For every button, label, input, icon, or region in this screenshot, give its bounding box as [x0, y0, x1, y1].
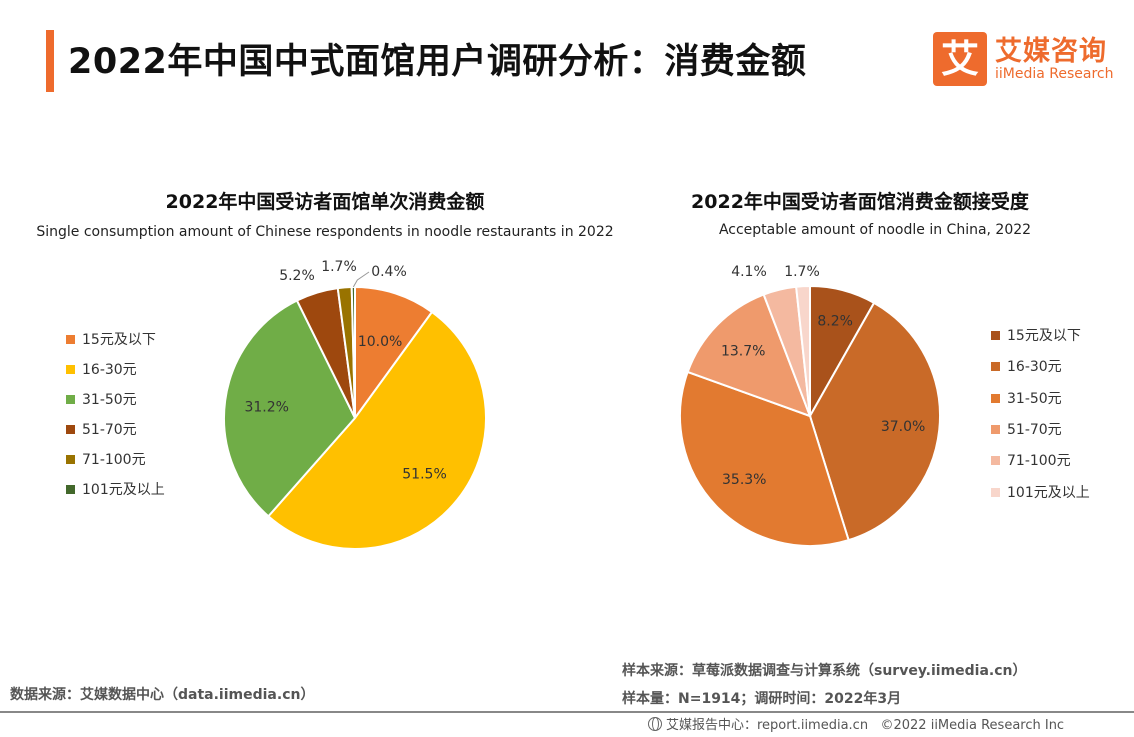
chart2-legend-label-3: 51-70元	[1007, 421, 1062, 438]
chart1-legend-swatch-5	[66, 485, 75, 494]
chart1-legend-label-3: 51-70元	[82, 422, 137, 438]
chart1-legend-label-2: 31-50元	[82, 392, 137, 408]
title-accent-bar	[46, 30, 54, 92]
chart1-data-label-5: 0.4%	[371, 264, 407, 280]
globe-icon	[648, 717, 662, 731]
chart1-slice-0	[354, 285, 434, 422]
chart2-legend-swatch-3	[991, 424, 1000, 434]
chart2-legend-swatch-4	[991, 456, 1000, 466]
footer-divider	[0, 711, 1134, 713]
chart2-legend-label-2: 31-50元	[1007, 390, 1062, 407]
chart1-legend-swatch-2	[66, 395, 75, 404]
chart2-legend-swatch-0	[991, 331, 1000, 340]
chart1-data-label-4: 1.7%	[321, 259, 357, 275]
chart1-subtitle: Single consumption amount of Chinese res…	[36, 224, 614, 240]
chart2-legend-swatch-2	[991, 393, 1000, 403]
copyright: ©2022 iiMedia Research Inc	[880, 718, 1065, 733]
sample-source: 样本来源：草莓派数据调查与计算系统（survey.iimedia.cn）	[622, 663, 1027, 679]
chart2-slice-3	[686, 293, 812, 418]
report-center[interactable]: 艾媒报告中心：report.iimedia.cn	[666, 718, 869, 733]
chart1-data-label-1: 51.5%	[402, 467, 446, 483]
chart2-data-label-0: 8.2%	[817, 313, 853, 329]
chart1-legend-swatch-1	[66, 365, 75, 374]
chart1-legend-swatch-4	[66, 455, 75, 464]
chart2-legend-label-4: 71-100元	[1007, 453, 1071, 470]
chart2-slice-1	[808, 301, 941, 542]
footer-bottom: 艾媒报告中心：report.iimedia.cn ©2022 iiMedia R…	[648, 714, 1064, 733]
chart1-slice-1	[266, 310, 487, 550]
chart2-subtitle: Acceptable amount of noodle in China, 20…	[718, 222, 1032, 238]
chart2-data-label-1: 37.0%	[881, 419, 925, 435]
logo-chinese-name: 艾媒咨询	[995, 36, 1107, 67]
page-title: 2022年中国中式面馆用户调研分析：消费金额	[68, 42, 807, 82]
chart2-legend-swatch-5	[991, 487, 1000, 497]
chart2-data-label-5: 1.7%	[784, 264, 820, 280]
chart1-legend-swatch-0	[66, 335, 75, 344]
chart2-legend-swatch-1	[991, 362, 1000, 372]
chart1-legend-label-4: 71-100元	[82, 452, 146, 468]
chart2-data-label-4: 4.1%	[731, 264, 767, 280]
sample-size: 样本量：N=1914；调研时间：2022年3月	[622, 691, 902, 707]
chart2-legend-label-0: 15元及以下	[1007, 328, 1081, 344]
data-source: 数据来源：艾媒数据中心（data.iimedia.cn）	[10, 687, 315, 703]
chart2-data-label-3: 13.7%	[721, 343, 765, 359]
chart1-data-label-0: 10.0%	[358, 334, 402, 350]
chart1-data-label-3: 5.2%	[279, 268, 315, 284]
iimedia-logo: 艾 艾媒咨询 iiMedia Research	[933, 32, 1123, 88]
chart2-data-label-2: 35.3%	[722, 472, 766, 488]
chart1-legend-label-1: 16-30元	[82, 362, 137, 378]
chart1-slice-2	[223, 299, 357, 518]
chart2-slice-5	[795, 284, 811, 417]
chart1-legend-label-5: 101元及以上	[82, 482, 165, 498]
chart2-legend-label-5: 101元及以上	[1007, 484, 1090, 501]
chart1-leader-5	[352, 271, 370, 288]
logo-english-name: iiMedia Research	[995, 66, 1114, 82]
chart1-title: 2022年中国受访者面馆单次消费金额	[165, 191, 485, 213]
chart1-legend-label-0: 15元及以下	[82, 332, 156, 348]
logo-mark: 艾	[933, 32, 987, 86]
chart2-title: 2022年中国受访者面馆消费金额接受度	[691, 191, 1029, 213]
chart2-legend-label-1: 16-30元	[1007, 359, 1062, 376]
chart1-data-label-2: 31.2%	[244, 399, 288, 415]
chart1-legend-swatch-3	[66, 425, 75, 434]
